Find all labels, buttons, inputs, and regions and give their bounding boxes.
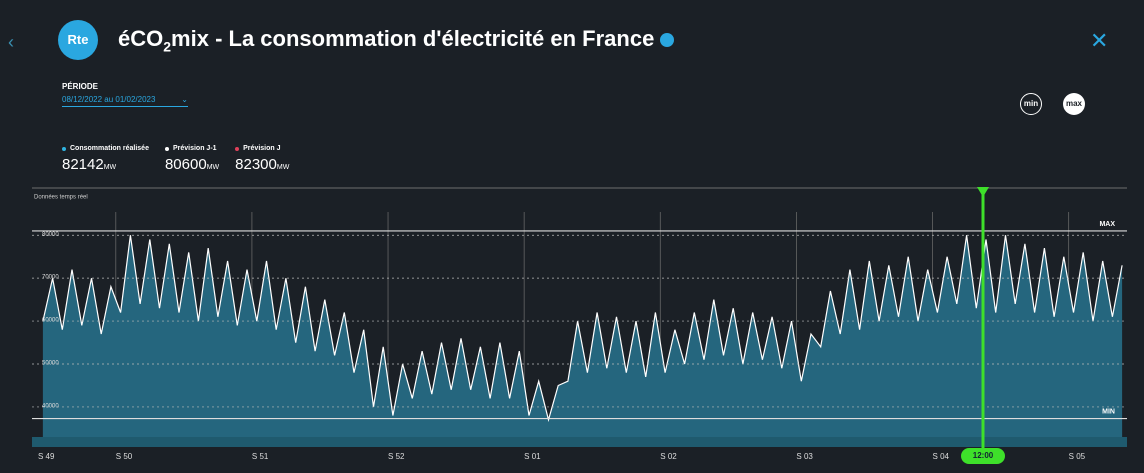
legend-item: Prévision J 82300 MW: [235, 145, 289, 173]
x-tick-label: S 50: [116, 452, 133, 461]
min-button[interactable]: min: [1020, 93, 1042, 115]
legend-dot: [164, 146, 169, 151]
legend-dot: [235, 146, 240, 151]
legend-value: 82300: [235, 156, 277, 173]
legend: Consommation réalisée 82142 MW Prévision J-…: [62, 145, 289, 173]
x-tick-label: S 03: [796, 452, 813, 461]
legend-value: 82142: [62, 156, 104, 173]
close[interactable]: ✕: [1090, 28, 1109, 53]
title-suffix: mix - La consommation d'électricité en F…: [171, 26, 655, 51]
legend-unit: MW: [103, 164, 117, 171]
legend-item: Consommation réalisée 82142 MW: [62, 145, 149, 173]
period-label: PÉRIODE: [62, 82, 99, 91]
legend-unit: MW: [276, 164, 290, 171]
title-sub: 2: [163, 38, 172, 55]
chart-subtitle: Données temps réel: [34, 195, 88, 201]
legend-name: Prévision J: [243, 145, 281, 152]
logo[interactable]: Rte: [58, 20, 98, 60]
max-button[interactable]: max: [1063, 93, 1085, 115]
x-tick-label: S 49: [38, 452, 55, 461]
title: éCO2mix - La consommation d'électricité …: [118, 26, 675, 55]
consumption-line: [42, 235, 1123, 423]
title-prefix: éCO: [118, 26, 164, 51]
legend-name-row: Prévision J: [235, 145, 289, 152]
cursor-label-bg[interactable]: [961, 448, 1005, 464]
y-tick-label: 80000: [42, 232, 59, 238]
x-tick-label: S 52: [388, 452, 405, 461]
legend-unit: MW: [206, 164, 220, 171]
cursor-handle: [977, 187, 989, 197]
x-tick-label: S 05: [1069, 452, 1086, 461]
legend-name: Prévision J-1: [172, 145, 217, 152]
max-line-label: MAX: [1099, 221, 1115, 228]
y-tick-label: 40000: [42, 404, 59, 410]
prev-arrow[interactable]: ‹: [8, 32, 14, 52]
info-icon[interactable]: [660, 33, 675, 48]
cursor-label: 12:00: [973, 451, 994, 460]
min-line-label: MIN: [1102, 408, 1115, 415]
period-value: 08/12/2022 au 01/02/2023: [62, 95, 156, 104]
legend-name: Consommation réalisée: [70, 145, 149, 152]
x-tick-label: S 51: [252, 452, 269, 461]
legend-item: Prévision J-1 80600 MW: [164, 145, 219, 173]
legend-value: 80600: [164, 156, 207, 173]
y-tick-label: 70000: [42, 275, 59, 281]
x-tick-label: S 02: [660, 452, 677, 461]
legend-value-row: 82300 MW: [235, 156, 289, 173]
legend-name-row: Prévision J-1: [164, 145, 219, 152]
legend-value-row: 82142 MW: [62, 156, 149, 173]
y-tick-label: 60000: [42, 318, 59, 324]
period-select[interactable]: 08/12/2022 au 01/02/2023 ⌄: [62, 95, 188, 107]
legend-value-row: 80600 MW: [165, 156, 219, 173]
y-tick-label: 50000: [42, 361, 59, 367]
legend-name-row: Consommation réalisée: [62, 145, 149, 152]
legend-dot: [62, 146, 66, 151]
x-tick-label: S 04: [933, 452, 950, 461]
chart-bottom-band: [32, 437, 1127, 447]
x-tick-label: S 01: [524, 452, 541, 461]
